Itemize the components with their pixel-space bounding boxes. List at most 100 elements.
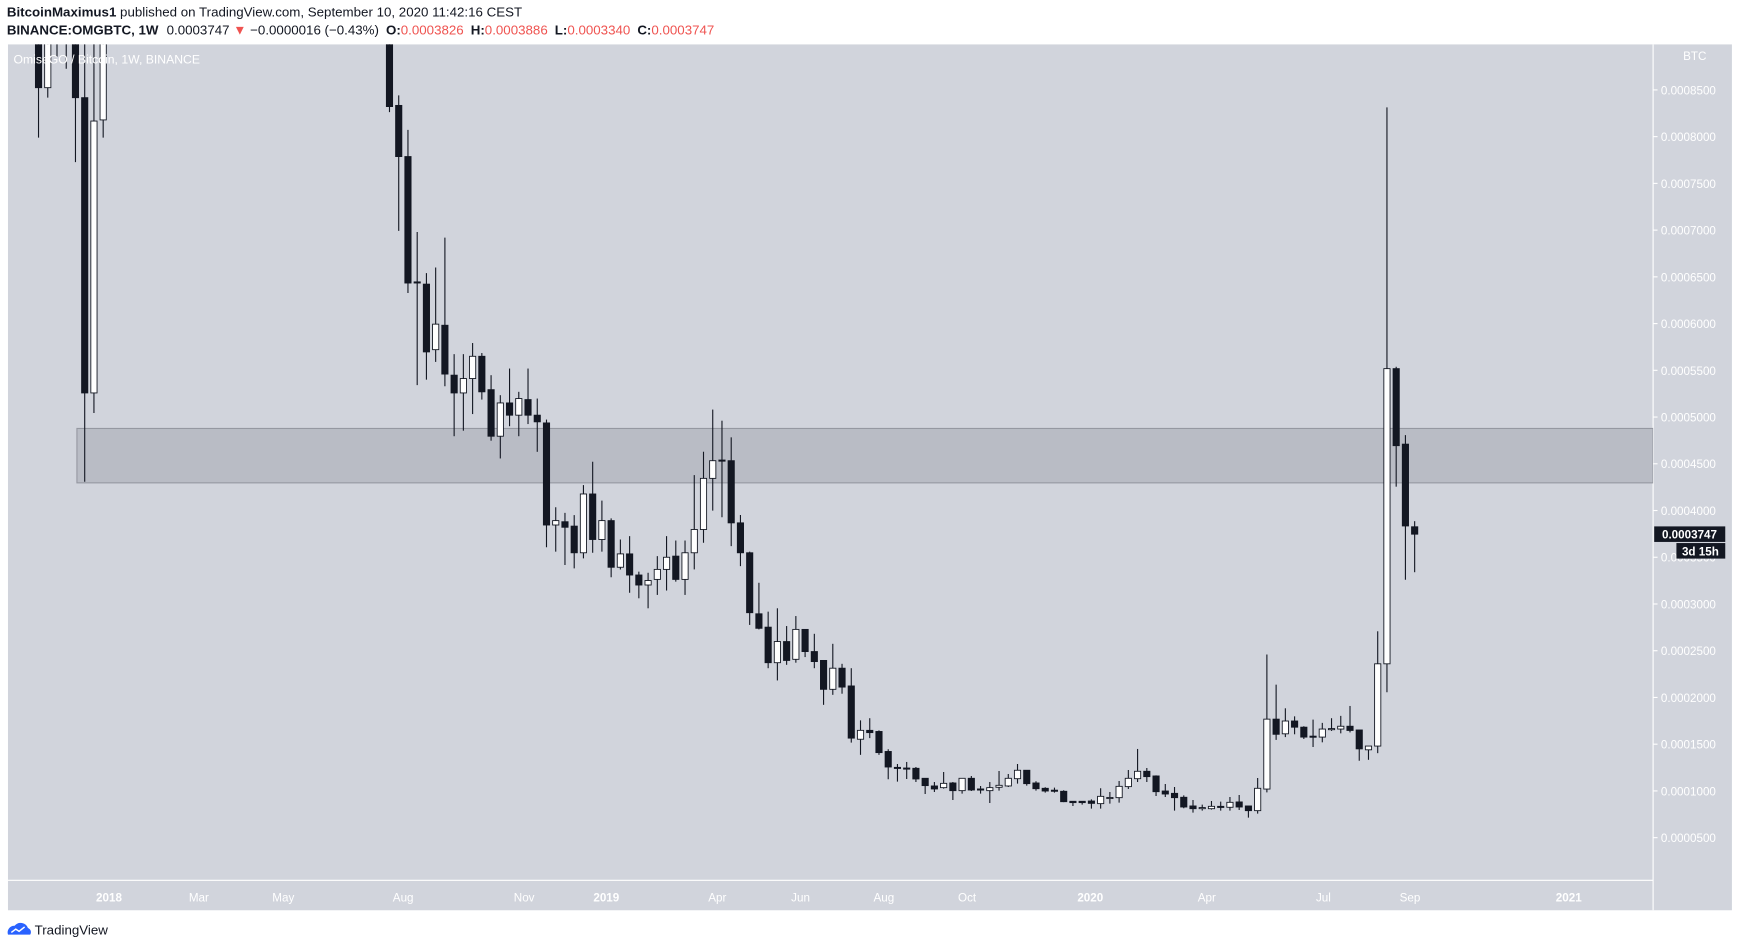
candle[interactable] xyxy=(792,616,800,663)
candle[interactable] xyxy=(1207,801,1216,810)
candle[interactable] xyxy=(773,608,781,681)
candle[interactable] xyxy=(515,391,523,437)
candle[interactable] xyxy=(1198,804,1206,811)
candle[interactable] xyxy=(1226,797,1234,811)
candle[interactable] xyxy=(1032,781,1040,791)
candle[interactable] xyxy=(1355,729,1363,761)
author-name[interactable]: BitcoinMaximus1 xyxy=(7,5,117,20)
candle[interactable] xyxy=(404,129,412,294)
candle[interactable] xyxy=(663,536,671,591)
candle[interactable] xyxy=(81,24,89,482)
candle[interactable] xyxy=(71,0,80,163)
candle[interactable] xyxy=(681,540,689,595)
candle[interactable] xyxy=(893,764,902,782)
candle[interactable] xyxy=(746,551,754,625)
candle[interactable] xyxy=(755,582,763,630)
candle[interactable] xyxy=(977,785,985,794)
candle[interactable] xyxy=(385,6,394,113)
candle[interactable] xyxy=(1383,107,1391,693)
candle[interactable] xyxy=(1392,366,1400,487)
candle[interactable] xyxy=(1013,764,1022,784)
candle[interactable] xyxy=(764,611,772,669)
candle[interactable] xyxy=(1346,705,1354,733)
candle[interactable] xyxy=(995,771,1003,791)
candle[interactable] xyxy=(487,375,495,441)
candle[interactable] xyxy=(579,485,587,559)
candle[interactable] xyxy=(1411,521,1419,573)
candle[interactable] xyxy=(1364,745,1373,760)
candle[interactable] xyxy=(1189,799,1197,813)
candle[interactable] xyxy=(570,515,578,569)
candle[interactable] xyxy=(930,781,938,792)
candle[interactable] xyxy=(1023,769,1031,786)
candle[interactable] xyxy=(847,668,855,743)
candle[interactable] xyxy=(783,626,791,665)
candle[interactable] xyxy=(690,475,698,570)
candle[interactable] xyxy=(635,571,643,599)
candle[interactable] xyxy=(441,237,449,387)
candle[interactable] xyxy=(1327,718,1336,731)
candle[interactable] xyxy=(469,343,477,415)
candle[interactable] xyxy=(1300,726,1308,739)
candle[interactable] xyxy=(1004,774,1012,787)
candle[interactable] xyxy=(44,0,52,98)
candle[interactable] xyxy=(875,730,883,755)
candle[interactable] xyxy=(561,512,569,566)
candle[interactable] xyxy=(1272,684,1280,740)
candle[interactable] xyxy=(967,775,975,792)
candle[interactable] xyxy=(1106,791,1114,804)
candle[interactable] xyxy=(1060,790,1068,803)
candle[interactable] xyxy=(699,451,708,543)
candle[interactable] xyxy=(1143,768,1151,782)
time-axis[interactable]: 2018 Mar May Aug Nov 2019 Apr Jun Aug Oct 2020 Apr J… xyxy=(96,891,1582,904)
candle[interactable] xyxy=(820,659,828,705)
candle[interactable] xyxy=(1050,787,1059,793)
candle[interactable] xyxy=(616,539,624,570)
candle[interactable] xyxy=(1078,800,1086,805)
candle[interactable] xyxy=(912,766,920,782)
candle[interactable] xyxy=(496,395,504,459)
candle[interactable] xyxy=(903,761,911,779)
candle[interactable] xyxy=(921,777,929,795)
candle[interactable] xyxy=(1309,719,1317,747)
candle[interactable] xyxy=(736,515,744,567)
candle[interactable] xyxy=(459,354,467,431)
candle[interactable] xyxy=(727,437,735,547)
candle[interactable] xyxy=(589,461,597,553)
candle[interactable] xyxy=(1235,794,1243,810)
support-resistance-zone[interactable] xyxy=(76,427,1654,484)
candle[interactable] xyxy=(1263,654,1271,793)
candle[interactable] xyxy=(1180,795,1188,809)
candle[interactable] xyxy=(1170,786,1179,811)
candle[interactable] xyxy=(1244,805,1252,818)
candle[interactable] xyxy=(524,368,532,425)
candle[interactable] xyxy=(718,420,726,518)
candle[interactable] xyxy=(866,718,874,739)
candle[interactable] xyxy=(1134,748,1142,782)
candle[interactable] xyxy=(644,572,652,609)
candle[interactable] xyxy=(63,0,69,69)
candle[interactable] xyxy=(709,409,717,511)
candle[interactable] xyxy=(829,643,837,695)
candle[interactable] xyxy=(958,777,966,794)
candle[interactable] xyxy=(1097,788,1105,809)
candle[interactable] xyxy=(838,663,846,694)
candle[interactable] xyxy=(1152,775,1160,796)
candle[interactable] xyxy=(1401,435,1409,580)
candle[interactable] xyxy=(422,273,430,380)
candle[interactable] xyxy=(801,628,809,658)
candle[interactable] xyxy=(1254,778,1262,814)
candle[interactable] xyxy=(1115,781,1123,803)
candle[interactable] xyxy=(949,781,957,800)
candle[interactable] xyxy=(90,34,98,413)
candle[interactable] xyxy=(450,354,458,437)
candle[interactable] xyxy=(432,267,440,362)
price-axis[interactable]: 0.0008500 0.0008000 0.0007500 0.0007000 0.00… xyxy=(1653,84,1716,845)
candle[interactable] xyxy=(505,368,514,427)
candle[interactable] xyxy=(1041,787,1049,793)
candle[interactable] xyxy=(478,353,486,400)
candle[interactable] xyxy=(533,398,541,452)
candle[interactable] xyxy=(34,0,43,138)
candle[interactable] xyxy=(1087,799,1095,809)
candle[interactable] xyxy=(1161,784,1169,798)
